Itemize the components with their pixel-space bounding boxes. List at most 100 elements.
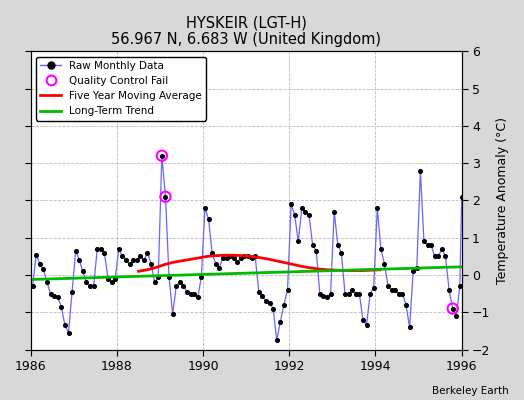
Point [140, 257, 148, 263]
Point [359, 316, 367, 323]
Point [133, 257, 141, 263]
Point [402, 302, 410, 308]
Point [391, 287, 399, 293]
Point [377, 246, 385, 252]
Point [46, 290, 54, 297]
Point [420, 238, 428, 245]
Point [158, 152, 166, 159]
Point [395, 290, 403, 297]
Point [373, 205, 381, 211]
Point [452, 313, 461, 319]
Point [449, 305, 457, 312]
Point [57, 304, 66, 310]
Point [68, 288, 77, 295]
Point [431, 253, 439, 260]
Point [387, 287, 396, 293]
Point [96, 246, 105, 252]
Point [337, 250, 345, 256]
Point [269, 305, 277, 312]
Point [219, 255, 227, 262]
Point [53, 294, 62, 300]
Point [309, 242, 317, 248]
Point [233, 259, 242, 265]
Y-axis label: Temperature Anomaly (°C): Temperature Anomaly (°C) [496, 117, 509, 284]
Point [204, 216, 213, 222]
Point [39, 266, 48, 273]
Point [366, 290, 374, 297]
Point [158, 152, 166, 159]
Point [129, 257, 137, 263]
Point [161, 194, 170, 200]
Point [230, 255, 238, 262]
Point [441, 253, 450, 260]
Point [416, 168, 424, 174]
Point [319, 292, 328, 299]
Text: Berkeley Earth: Berkeley Earth [432, 386, 508, 396]
Point [283, 287, 292, 293]
Point [201, 205, 209, 211]
Point [449, 305, 457, 312]
Point [193, 294, 202, 300]
Point [406, 324, 414, 330]
Point [154, 274, 162, 280]
Point [61, 322, 69, 328]
Point [90, 283, 98, 290]
Point [187, 290, 195, 297]
Point [208, 250, 216, 256]
Point [298, 205, 306, 211]
Point [423, 242, 432, 248]
Title: HYSKEIR (LGT-H)
56.967 N, 6.683 W (United Kingdom): HYSKEIR (LGT-H) 56.967 N, 6.683 W (Unite… [111, 15, 381, 47]
Point [287, 201, 296, 207]
Point [50, 292, 58, 299]
Point [71, 248, 80, 254]
Point [118, 253, 127, 260]
Point [457, 194, 466, 200]
Point [82, 279, 91, 286]
Point [115, 246, 123, 252]
Point [272, 337, 281, 344]
Point [334, 242, 342, 248]
Point [348, 287, 356, 293]
Point [86, 283, 94, 290]
Point [100, 250, 108, 256]
Point [147, 261, 155, 267]
Point [226, 253, 234, 260]
Point [197, 274, 205, 280]
Point [179, 283, 188, 290]
Point [280, 302, 288, 308]
Point [244, 253, 252, 260]
Point [176, 279, 184, 286]
Point [168, 311, 177, 317]
Point [64, 330, 73, 336]
Point [79, 268, 87, 274]
Point [323, 294, 331, 300]
Point [330, 208, 339, 215]
Point [75, 257, 83, 263]
Point [28, 283, 37, 290]
Point [380, 261, 389, 267]
Point [341, 290, 349, 297]
Point [104, 276, 112, 282]
Point [93, 246, 102, 252]
Point [161, 194, 170, 200]
Point [150, 279, 159, 286]
Point [255, 288, 263, 295]
Legend: Raw Monthly Data, Quality Control Fail, Five Year Moving Average, Long-Term Tren: Raw Monthly Data, Quality Control Fail, … [36, 56, 206, 120]
Point [136, 253, 145, 260]
Point [412, 264, 421, 271]
Point [265, 300, 274, 306]
Point [258, 292, 267, 299]
Point [240, 253, 248, 260]
Point [172, 283, 180, 290]
Point [398, 290, 407, 297]
Point [32, 251, 40, 258]
Point [355, 290, 364, 297]
Point [190, 290, 199, 297]
Point [215, 264, 224, 271]
Point [165, 274, 173, 280]
Point [237, 255, 245, 262]
Point [251, 253, 259, 260]
Point [305, 212, 313, 218]
Point [222, 255, 231, 262]
Point [276, 318, 285, 325]
